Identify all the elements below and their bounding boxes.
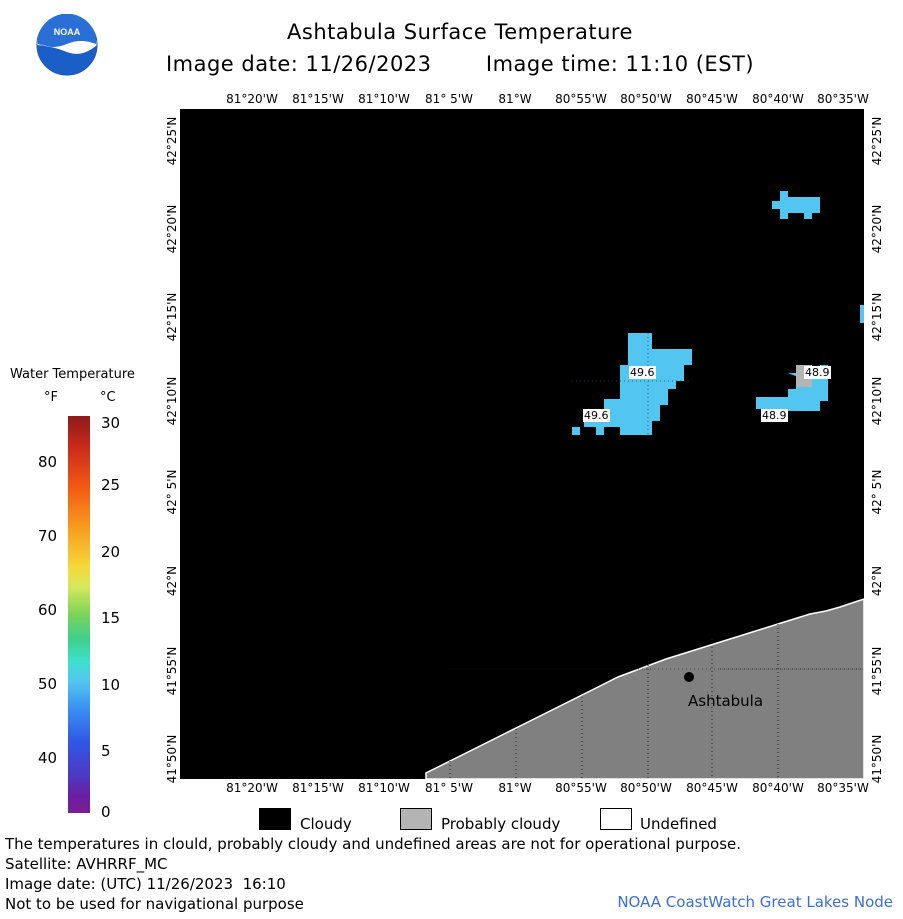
lat-tick-label: 42°25'N — [165, 116, 179, 166]
legend-undefined-swatch — [600, 808, 632, 830]
scale-celsius-label: 5 — [101, 742, 111, 760]
lon-tick-label: 80°35'W — [817, 781, 869, 795]
temp-label: 48.9 — [804, 366, 831, 379]
lon-tick-label: 80°45'W — [686, 781, 738, 795]
lon-tick-label: 81°20'W — [226, 92, 278, 106]
scale-fahrenheit-label: 80 — [38, 453, 58, 471]
footer-note: The temperatures in clould, probably clo… — [5, 835, 742, 853]
lon-tick-label: 80°40'W — [752, 781, 804, 795]
lon-tick-label: 81°W — [498, 781, 532, 795]
land-area — [425, 598, 864, 779]
lon-tick-label: 80°55'W — [555, 92, 607, 106]
legend-cloudy-swatch — [259, 808, 291, 830]
lon-tick-label: 80°35'W — [817, 92, 869, 106]
lat-tick-label: 42°15'N — [870, 292, 884, 342]
lon-tick-label: 81° 5'W — [425, 781, 473, 795]
lat-tick-label: 42°25'N — [870, 116, 884, 166]
page-title: Ashtabula Surface Temperature — [287, 20, 633, 44]
lat-tick-label: 41°55'N — [870, 646, 884, 696]
lat-tick-label: 42°20'N — [870, 204, 884, 254]
lat-tick-label: 42° 5'N — [870, 469, 884, 515]
image-time: Image time: 11:10 (EST) — [485, 52, 755, 76]
lon-tick-label: 80°50'W — [620, 92, 672, 106]
lon-tick-label: 81° 5'W — [425, 92, 473, 106]
legend-cloudy-label: Cloudy — [300, 815, 352, 833]
image-date: Image date: 11/26/2023 — [165, 52, 432, 76]
scale-fahrenheit-label: 40 — [38, 749, 58, 767]
city-label: Ashtabula — [688, 692, 764, 710]
noaa-logo-text: NOAA — [54, 27, 81, 37]
temperature-map — [180, 109, 864, 779]
image-datetime: Image date: 11/26/2023 Image time: 11:10… — [160, 52, 760, 76]
temperature-color-scale — [68, 416, 90, 813]
lat-tick-label: 42°N — [165, 565, 179, 597]
footer-utc-date: Image date: (UTC) 11/26/2023 16:10 — [5, 875, 286, 893]
scale-celsius-label: 15 — [101, 609, 121, 627]
water-temperature-patches — [572, 191, 864, 435]
lat-tick-label: 42°N — [870, 565, 884, 597]
scale-celsius-label: 20 — [101, 543, 121, 561]
unit-fahrenheit: °F — [44, 390, 58, 405]
city-marker — [684, 672, 694, 682]
scale-title: Water Temperature — [10, 367, 135, 382]
footer-disclaimer: Not to be used for navigational purpose — [5, 895, 304, 913]
legend-probably-cloudy-swatch — [400, 808, 432, 830]
lat-tick-label: 42°10'N — [165, 376, 179, 426]
lat-tick-label: 42°15'N — [165, 292, 179, 342]
legend-probably-cloudy-label: Probably cloudy — [441, 815, 561, 833]
footer-satellite: Satellite: AVHRRF_MC — [5, 855, 168, 873]
lon-tick-label: 80°50'W — [620, 781, 672, 795]
lon-tick-label: 80°45'W — [686, 92, 738, 106]
lon-tick-label: 80°40'W — [752, 92, 804, 106]
noaa-logo: NOAA — [36, 13, 98, 76]
scale-fahrenheit-label: 60 — [38, 601, 58, 619]
footer-credit: NOAA CoastWatch Great Lakes Node — [617, 893, 893, 911]
scale-celsius-label: 0 — [101, 803, 111, 821]
lat-tick-label: 42°20'N — [165, 204, 179, 254]
lat-tick-label: 41°55'N — [165, 646, 179, 696]
lat-tick-label: 42°10'N — [870, 376, 884, 426]
temp-label: 48.9 — [761, 409, 788, 422]
lat-tick-label: 41°50'N — [870, 734, 884, 784]
lat-tick-label: 41°50'N — [165, 734, 179, 784]
temp-label: 49.6 — [583, 409, 610, 422]
scale-fahrenheit-label: 70 — [38, 527, 58, 545]
temp-label: 49.6 — [629, 366, 656, 379]
scale-celsius-label: 25 — [101, 476, 121, 494]
lon-tick-label: 81°W — [498, 92, 532, 106]
lon-tick-label: 81°10'W — [358, 781, 410, 795]
lon-tick-label: 81°15'W — [292, 92, 344, 106]
scale-celsius-label: 30 — [101, 414, 121, 432]
legend-undefined-label: Undefined — [640, 815, 717, 833]
lon-tick-label: 81°15'W — [292, 781, 344, 795]
lat-tick-label: 42° 5'N — [165, 469, 179, 515]
lon-tick-label: 81°20'W — [226, 781, 278, 795]
lon-tick-label: 80°55'W — [555, 781, 607, 795]
scale-fahrenheit-label: 50 — [38, 675, 58, 693]
unit-celsius: °C — [100, 390, 116, 405]
lon-tick-label: 81°10'W — [358, 92, 410, 106]
scale-celsius-label: 10 — [101, 676, 121, 694]
